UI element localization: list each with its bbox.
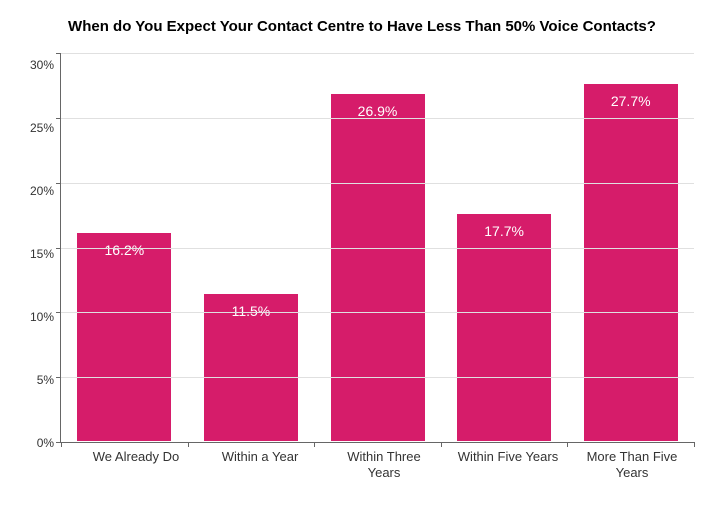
y-tick: 25%	[30, 122, 54, 134]
chart-container: When do You Expect Your Contact Centre t…	[30, 18, 694, 507]
bar-value-label: 27.7%	[611, 93, 651, 109]
x-label: Within a Year	[207, 443, 313, 482]
gridline	[61, 183, 694, 184]
gridline	[61, 248, 694, 249]
bar-value-label: 17.7%	[484, 223, 524, 239]
y-tick: 0%	[37, 437, 54, 449]
x-tick-mark	[314, 442, 315, 447]
y-tick: 15%	[30, 248, 54, 260]
x-tick-mark	[61, 442, 62, 447]
y-tick-mark	[56, 183, 61, 184]
x-label: Within Three Years	[331, 443, 437, 482]
bar: 16.2%	[76, 232, 172, 442]
y-tick-mark	[56, 53, 61, 54]
bar: 11.5%	[203, 293, 299, 442]
x-axis: We Already Do Within a Year Within Three Y…	[74, 443, 694, 482]
plot-area: 30%25%20%15%10%5%0% 16.2%11.5%26.9%17.7%…	[30, 53, 694, 443]
x-tick-mark	[567, 442, 568, 447]
y-tick: 10%	[30, 311, 54, 323]
bar-value-label: 26.9%	[358, 103, 398, 119]
gridline	[61, 312, 694, 313]
x-label: We Already Do	[83, 443, 189, 482]
chart-title: When do You Expect Your Contact Centre t…	[30, 18, 694, 35]
gridline	[61, 377, 694, 378]
gridline	[61, 118, 694, 119]
x-label: Within Five Years	[455, 443, 561, 482]
bar: 26.9%	[330, 93, 426, 442]
y-tick: 30%	[30, 59, 54, 71]
y-tick: 20%	[30, 185, 54, 197]
y-tick-mark	[56, 118, 61, 119]
x-tick-mark	[441, 442, 442, 447]
x-tick-mark	[188, 442, 189, 447]
x-labels: We Already Do Within a Year Within Three Y…	[74, 443, 694, 482]
bar-value-label: 11.5%	[232, 303, 271, 319]
bar-value-label: 16.2%	[104, 242, 144, 258]
x-tick-mark	[694, 442, 695, 447]
plot: 16.2% 11.5% 26.9% 17.7% 27.7%	[60, 53, 694, 443]
x-label: More Than Five Years	[579, 443, 685, 482]
y-tick-mark	[56, 312, 61, 313]
y-tick-mark	[56, 377, 61, 378]
bar: 27.7%	[583, 83, 679, 442]
y-tick-mark	[56, 248, 61, 249]
y-tick: 5%	[37, 374, 54, 386]
gridline	[61, 53, 694, 54]
